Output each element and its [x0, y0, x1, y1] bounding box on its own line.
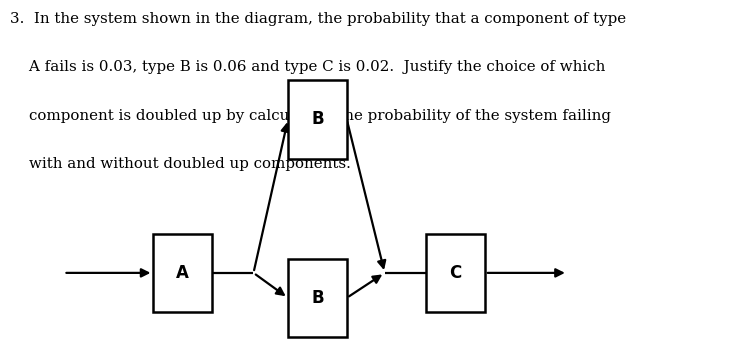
Text: 3.  In the system shown in the diagram, the probability that a component of type: 3. In the system shown in the diagram, t… [10, 12, 626, 26]
Bar [426, 234, 485, 312]
Text: with and without doubled up components.: with and without doubled up components. [10, 157, 351, 171]
Bar [154, 234, 212, 312]
Text: A fails is 0.03, type B is 0.06 and type C is 0.02.  Justify the choice of which: A fails is 0.03, type B is 0.06 and type… [10, 60, 605, 74]
Text: B: B [311, 110, 324, 128]
Text: A: A [177, 264, 189, 282]
Bar [288, 80, 347, 158]
Text: B: B [311, 289, 324, 307]
Text: C: C [450, 264, 462, 282]
Bar [288, 258, 347, 337]
Text: component is doubled up by calculating the probability of the system failing: component is doubled up by calculating t… [10, 109, 611, 122]
